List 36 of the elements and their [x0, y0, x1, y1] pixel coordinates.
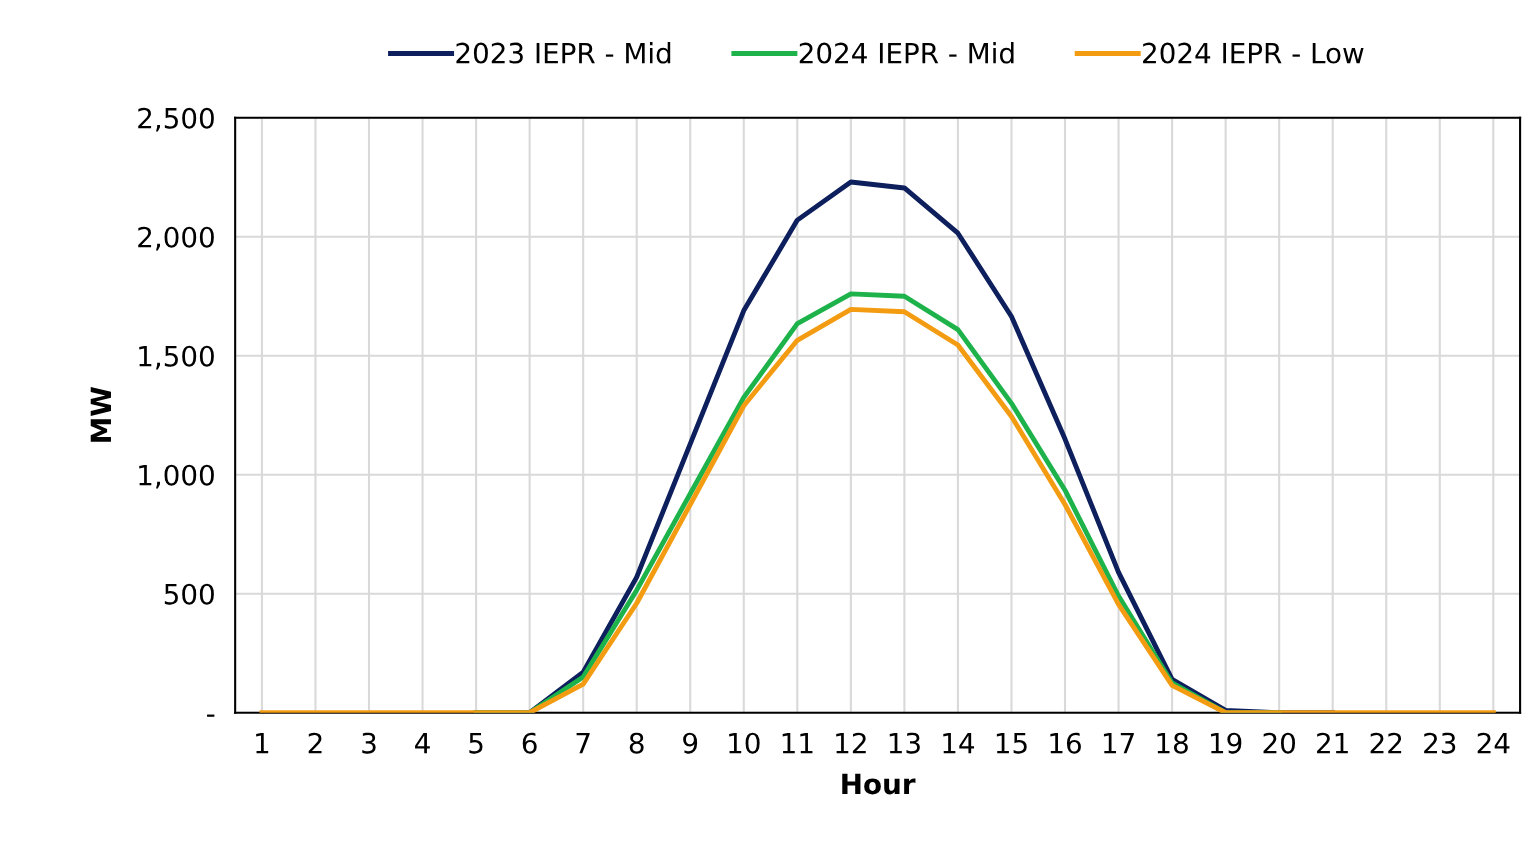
legend-label: 2023 IEPR - Mid: [456, 42, 671, 64]
x-tick-label: 16: [1050, 732, 1081, 754]
x-tick-label: 6: [522, 732, 537, 754]
x-tick-label: 24: [1477, 732, 1510, 754]
x-tick-label: 8: [629, 732, 644, 754]
x-tick-label: 19: [1211, 732, 1242, 754]
x-tick-label: 9: [683, 732, 698, 754]
x-tick-label: 12: [836, 732, 866, 754]
x-axis-title: Hour: [842, 773, 916, 795]
x-tick-label: 13: [889, 732, 920, 754]
x-tick-label: 22: [1370, 732, 1402, 754]
x-tick-label: 15: [996, 733, 1027, 754]
y-tick-label: -: [207, 714, 215, 717]
x-tick-label: 7: [576, 733, 590, 754]
legend-label: 2024 IEPR - Mid: [799, 42, 1014, 64]
x-tick-label: 3: [362, 732, 376, 754]
y-tick-label: 1,500: [139, 345, 214, 370]
y-tick-label: 1,000: [139, 464, 214, 489]
y-axis-title: MW: [90, 386, 111, 442]
x-tick-label: 23: [1424, 732, 1456, 754]
x-tick-label: 10: [729, 732, 760, 754]
x-tick-label: 2: [308, 732, 322, 754]
x-tick-label: 4: [415, 733, 430, 754]
y-tick-label: 2,500: [138, 107, 214, 132]
y-tick-label: 500: [164, 583, 214, 605]
y-tick-label: 2,000: [138, 226, 214, 251]
x-tick-label: 20: [1263, 732, 1295, 754]
x-tick-label: 21: [1317, 732, 1348, 754]
x-tick-label: 17: [1103, 733, 1134, 754]
x-tick-label: 18: [1157, 732, 1188, 754]
x-tick-label: 11: [782, 733, 813, 754]
line-series: [259, 306, 1496, 713]
legend-label: 2024 IEPR - Low: [1143, 42, 1364, 64]
x-tick-label: 5: [469, 733, 483, 754]
x-tick-label: 1: [256, 733, 269, 754]
x-tick-label: 14: [943, 733, 975, 754]
